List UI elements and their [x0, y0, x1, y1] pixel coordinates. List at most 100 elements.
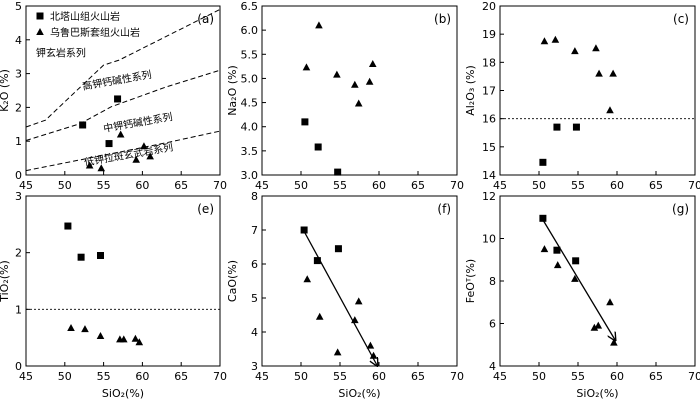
x-tick-label: 70 — [450, 179, 464, 192]
square-point — [64, 222, 72, 230]
triangle-point — [609, 69, 617, 77]
y-tick-label: 4 — [15, 34, 22, 47]
triangle-point — [351, 80, 359, 88]
x-axis-label: SiO₂(%) — [102, 387, 144, 400]
y-tick-label: 19 — [482, 28, 496, 41]
y-tick-label: 6 — [489, 318, 496, 331]
triangle-point — [351, 316, 359, 324]
panel-label: (c) — [673, 12, 689, 26]
y-axis-label: K₂O (%) — [0, 69, 11, 112]
series-boundary-line — [25, 69, 221, 141]
y-tick-label: 1 — [15, 135, 22, 148]
y-tick-label: 3 — [15, 68, 22, 81]
triangle-point — [540, 245, 549, 253]
x-tick-label: 55 — [333, 370, 347, 383]
legend-square-marker — [36, 12, 44, 20]
x-tick-label: 70 — [688, 179, 700, 192]
panel-label: (g) — [672, 202, 689, 216]
y-tick-label: 18 — [482, 56, 496, 69]
triangle-point — [315, 312, 324, 320]
field-label: 中钾钙碱性系列 — [102, 110, 173, 135]
y-axis-label: Na₂O (%) — [226, 65, 239, 116]
x-axis-label: SiO₂(%) — [576, 387, 618, 400]
y-tick-label: 20 — [482, 0, 496, 13]
x-tick-label: 65 — [174, 370, 188, 383]
x-tick-label: 45 — [493, 370, 507, 383]
triangle-point — [146, 152, 154, 160]
x-tick-label: 45 — [255, 179, 269, 192]
x-tick-label: 50 — [532, 370, 546, 383]
x-tick-label: 45 — [255, 370, 269, 383]
triangle-point — [333, 348, 342, 356]
y-axis-label: Al₂O₃ (%) — [464, 65, 477, 116]
panel-label: (e) — [197, 202, 214, 216]
triangle-point — [365, 77, 374, 85]
y-tick-label: 2 — [15, 247, 22, 260]
y-tick-label: 1 — [15, 303, 22, 316]
square-point — [334, 168, 342, 176]
triangle-point — [571, 274, 579, 282]
triangle-point — [368, 59, 377, 67]
triangle-point — [606, 106, 614, 114]
square-point — [79, 121, 87, 129]
square-point — [572, 123, 580, 131]
x-tick-label: 50 — [294, 370, 308, 383]
series-boundary-line — [25, 130, 221, 172]
triangle-point — [369, 351, 378, 359]
y-tick-label: 3 — [15, 190, 22, 203]
x-tick-label: 65 — [174, 179, 188, 192]
y-tick-label: 12 — [482, 190, 496, 203]
x-tick-label: 65 — [649, 179, 663, 192]
triangle-point — [67, 324, 75, 332]
x-tick-label: 65 — [411, 179, 425, 192]
square-point — [572, 257, 580, 265]
x-tick-label: 70 — [213, 179, 227, 192]
x-tick-label: 60 — [610, 370, 624, 383]
y-tick-label: 4.0 — [241, 121, 259, 134]
triangle-point — [97, 164, 106, 172]
triangle-point — [96, 331, 105, 339]
y-tick-label: 15 — [482, 141, 496, 154]
square-point — [553, 246, 561, 254]
square-point — [539, 214, 547, 222]
triangle-point — [315, 21, 323, 29]
x-tick-label: 55 — [97, 370, 111, 383]
panel-g: 45 50 55 60 65 70 4 6 8 10 12 FeOᵀ(%) SiO₂(%) (g) — [464, 190, 700, 400]
y-tick-label: 3 — [251, 360, 258, 373]
x-tick-label: 70 — [213, 370, 227, 383]
triangle-point — [595, 69, 603, 77]
square-point — [553, 123, 561, 131]
y-tick-label: 3.0 — [241, 169, 259, 182]
x-tick-label: 55 — [571, 370, 585, 383]
y-tick-label: 5 — [251, 292, 258, 305]
y-tick-label: 6 — [251, 258, 258, 271]
x-tick-label: 45 — [493, 179, 507, 192]
y-tick-label: 5.0 — [241, 72, 259, 85]
triangle-point — [303, 275, 312, 283]
square-point — [313, 257, 321, 265]
triangle-point — [594, 321, 603, 329]
triangle-point — [610, 338, 618, 346]
x-tick-label: 60 — [372, 179, 386, 192]
trend-arrow — [540, 216, 615, 340]
y-tick-label: 10 — [482, 233, 496, 246]
field-label: 高钾钙碱性系列 — [81, 68, 152, 93]
plot-frame — [499, 5, 696, 176]
y-tick-label: 4 — [251, 326, 258, 339]
legend-label: 北塔山组火山岩 — [50, 10, 120, 23]
triangle-point — [333, 70, 341, 78]
field-label: 低钾拉斑玄武岩系列 — [83, 140, 174, 168]
y-tick-label: 8 — [251, 190, 258, 203]
panel-label: (a) — [197, 12, 214, 26]
plot-frame — [25, 5, 221, 176]
legend-label: 乌鲁巴斯套组火山岩 — [50, 26, 140, 39]
series-boundary-line — [25, 8, 221, 128]
panel-e: 45 50 55 60 65 70 0 1 2 3 TiO₂(%) SiO₂(%) (e) — [0, 190, 227, 400]
y-tick-label: 14 — [482, 169, 496, 182]
square-point — [96, 252, 104, 259]
x-tick-label: 60 — [135, 370, 149, 383]
x-tick-label: 55 — [333, 179, 347, 192]
x-tick-label: 50 — [58, 179, 72, 192]
x-tick-label: 50 — [532, 179, 546, 192]
